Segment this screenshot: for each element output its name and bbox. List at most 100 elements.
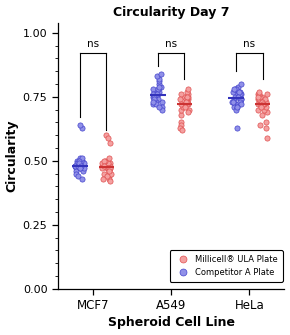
Title: Circularity Day 7: Circularity Day 7 xyxy=(113,6,229,18)
Point xyxy=(152,97,157,102)
Point xyxy=(257,89,261,94)
Point xyxy=(255,107,260,112)
Point xyxy=(77,161,81,166)
Point xyxy=(235,125,240,130)
Point xyxy=(74,166,79,171)
Point xyxy=(79,158,83,163)
Point xyxy=(178,125,182,130)
Point xyxy=(239,81,243,87)
Point xyxy=(82,161,87,166)
Point xyxy=(153,89,157,94)
Point xyxy=(103,158,107,163)
Point xyxy=(259,94,264,99)
Point xyxy=(264,91,269,97)
Point xyxy=(102,171,106,176)
Point xyxy=(157,84,161,89)
Point xyxy=(156,76,161,81)
Point xyxy=(108,171,113,176)
Point xyxy=(235,102,240,107)
Point xyxy=(108,179,112,184)
Point xyxy=(257,91,261,97)
Point xyxy=(186,110,191,115)
Point xyxy=(261,102,266,107)
Point xyxy=(256,94,261,99)
Point xyxy=(102,158,106,163)
Point xyxy=(75,158,79,163)
Point xyxy=(80,155,84,161)
Point xyxy=(157,81,162,87)
Point xyxy=(101,176,105,182)
Point xyxy=(238,99,242,105)
Point xyxy=(157,79,162,84)
Point xyxy=(155,97,160,102)
Point xyxy=(230,99,235,105)
Point xyxy=(179,112,184,117)
Point xyxy=(77,155,82,161)
Point xyxy=(106,166,110,171)
Point xyxy=(156,86,161,92)
Point xyxy=(232,94,237,99)
Point xyxy=(181,104,186,110)
Point xyxy=(78,166,82,171)
Point xyxy=(185,94,190,99)
Text: ns: ns xyxy=(243,40,255,49)
Point xyxy=(151,86,156,92)
Point xyxy=(73,169,78,174)
Point xyxy=(184,102,189,107)
Point xyxy=(238,102,243,107)
Point xyxy=(106,174,111,179)
Point xyxy=(183,104,188,110)
Point xyxy=(234,86,239,92)
Point xyxy=(236,94,240,99)
Point xyxy=(156,104,161,110)
X-axis label: Spheroid Cell Line: Spheroid Cell Line xyxy=(108,317,235,329)
Point xyxy=(79,176,84,182)
Point xyxy=(232,104,237,110)
Text: ns: ns xyxy=(165,40,177,49)
Point xyxy=(72,163,77,169)
Point xyxy=(108,166,112,171)
Point xyxy=(160,107,164,112)
Point xyxy=(258,122,262,128)
Point xyxy=(235,104,240,110)
Point xyxy=(105,174,109,179)
Point xyxy=(263,99,268,105)
Point xyxy=(107,169,111,174)
Point xyxy=(106,161,110,166)
Point xyxy=(159,104,164,110)
Point xyxy=(180,127,185,133)
Point xyxy=(151,91,156,97)
Point xyxy=(186,91,191,97)
Point xyxy=(153,99,158,105)
Point xyxy=(179,122,183,128)
Point xyxy=(151,102,156,107)
Legend: Millicell® ULA Plate, Competitor A Plate: Millicell® ULA Plate, Competitor A Plate xyxy=(170,250,282,282)
Point xyxy=(263,99,268,105)
Point xyxy=(265,110,269,115)
Point xyxy=(74,171,79,176)
Point xyxy=(234,104,239,110)
Point xyxy=(184,99,189,105)
Point xyxy=(108,140,112,145)
Point xyxy=(185,97,190,102)
Point xyxy=(178,97,182,102)
Point xyxy=(81,169,85,174)
Point xyxy=(262,97,267,102)
Point xyxy=(108,163,113,169)
Point xyxy=(101,163,106,169)
Point xyxy=(233,102,237,107)
Point xyxy=(179,102,184,107)
Point xyxy=(260,99,264,105)
Point xyxy=(184,99,189,105)
Point xyxy=(106,155,111,161)
Point xyxy=(239,91,243,97)
Point xyxy=(151,99,156,105)
Point xyxy=(258,94,263,99)
Point xyxy=(236,84,241,89)
Point xyxy=(80,158,85,163)
Point xyxy=(179,120,183,125)
Point xyxy=(186,94,191,99)
Point xyxy=(232,86,236,92)
Point xyxy=(80,161,85,166)
Point xyxy=(258,102,262,107)
